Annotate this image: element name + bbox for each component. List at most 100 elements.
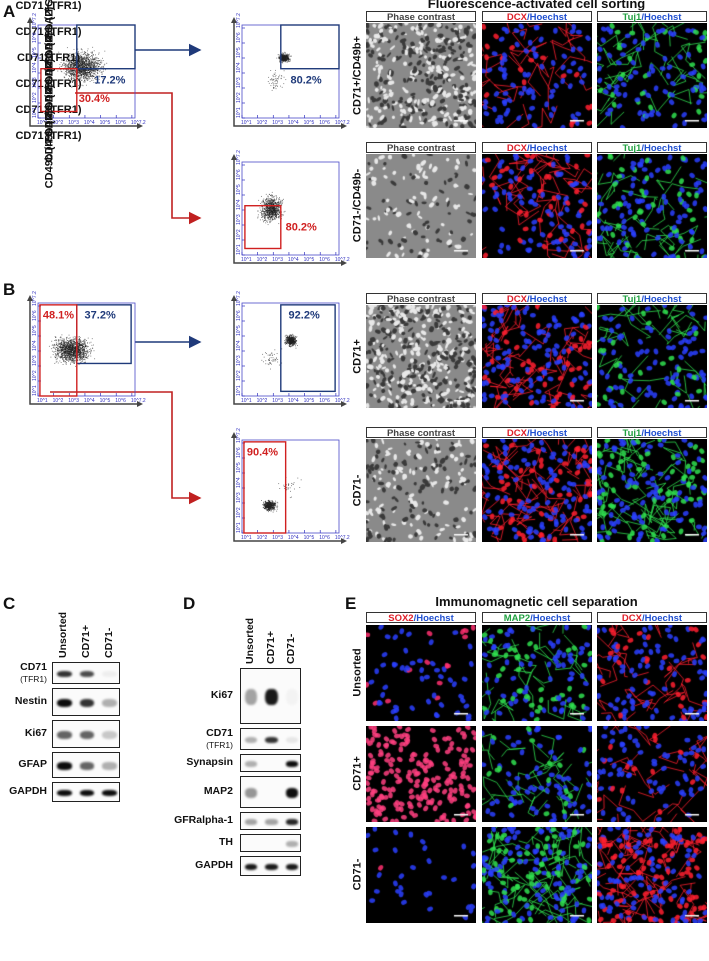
event-dot	[75, 349, 77, 351]
event-dot	[104, 50, 106, 52]
event-dot	[72, 74, 74, 76]
event-dot	[89, 72, 91, 74]
event-dot	[60, 362, 62, 363]
event-dot	[79, 81, 81, 83]
event-dot	[67, 353, 69, 355]
event-dot	[276, 207, 277, 208]
event-dot	[66, 352, 68, 354]
event-dot	[87, 64, 89, 66]
event-dot	[69, 349, 71, 351]
event-dot	[72, 65, 74, 67]
event-dot	[79, 341, 81, 343]
event-dot	[74, 65, 76, 67]
event-dot	[86, 57, 88, 59]
event-dot	[68, 358, 70, 360]
event-dot	[58, 51, 60, 53]
event-dot	[73, 70, 75, 72]
event-dot	[285, 337, 287, 339]
event-dot	[72, 75, 74, 77]
event-dot	[80, 73, 82, 75]
event-dot	[69, 66, 71, 68]
event-dot	[282, 54, 284, 56]
event-dot	[92, 63, 94, 65]
event-dot	[86, 74, 88, 76]
x-tick-label: 10^7.2	[335, 398, 350, 404]
event-dot	[290, 55, 292, 57]
event-dot	[80, 74, 82, 76]
event-dot	[70, 85, 72, 87]
event-dot	[266, 209, 268, 211]
event-dot	[96, 56, 98, 58]
event-dot	[89, 80, 91, 82]
event-dot	[272, 219, 273, 221]
y-axis-arrow	[231, 17, 237, 23]
event-dot	[74, 56, 76, 58]
event-dot	[278, 208, 280, 210]
event-dot	[79, 70, 81, 72]
event-dot	[87, 352, 89, 354]
event-dot	[268, 206, 270, 208]
event-dot	[289, 344, 291, 346]
facs-title: Fluorescence-activated cell sorting	[427, 0, 646, 11]
event-dot	[78, 353, 80, 355]
event-dot	[265, 214, 267, 216]
event-dot	[75, 74, 77, 76]
event-dot	[273, 203, 274, 205]
event-dot	[77, 357, 79, 359]
event-dot	[66, 350, 68, 351]
event-dot	[75, 57, 77, 59]
event-dot	[269, 208, 271, 210]
x-axis-arrow	[341, 401, 347, 407]
event-dot	[69, 62, 71, 64]
event-dot	[89, 58, 91, 60]
event-dot	[70, 69, 72, 71]
event-dot	[68, 78, 69, 80]
event-dot	[264, 215, 266, 217]
event-dot	[70, 348, 72, 350]
event-dot	[282, 201, 284, 203]
event-dot	[61, 354, 62, 355]
x-tick-label: 10^1	[241, 398, 252, 404]
event-dot	[78, 355, 80, 357]
event-dot	[78, 55, 80, 57]
event-dot	[75, 347, 76, 349]
event-dot	[77, 348, 79, 350]
event-dot	[68, 347, 70, 348]
event-dot	[70, 354, 72, 356]
event-dot	[72, 62, 74, 64]
event-dot	[82, 356, 84, 358]
event-dot	[288, 54, 290, 56]
event-dot	[83, 348, 85, 350]
event-dot	[98, 58, 100, 60]
event-dot	[80, 347, 82, 349]
x-tick-label: 10^3	[68, 120, 79, 126]
event-dot	[71, 355, 72, 357]
event-dot	[82, 346, 84, 348]
event-dot	[260, 195, 262, 197]
event-dot	[273, 202, 275, 204]
event-dot	[72, 336, 74, 338]
event-dot	[85, 58, 87, 60]
event-dot	[74, 359, 76, 361]
event-dot	[89, 75, 91, 77]
event-dot	[274, 199, 276, 201]
event-dot	[63, 69, 65, 71]
event-dot	[282, 57, 284, 59]
event-dot	[272, 84, 274, 86]
event-dot	[78, 347, 80, 348]
event-dot	[275, 207, 277, 209]
event-dot	[91, 64, 93, 66]
event-dot	[282, 58, 284, 60]
y-tick-label: 10^3	[32, 355, 38, 366]
event-dot	[270, 217, 271, 218]
event-dot	[68, 349, 70, 351]
event-dot	[284, 55, 285, 57]
event-dot	[71, 347, 73, 349]
event-dot	[101, 71, 103, 73]
event-dot	[268, 201, 270, 202]
event-dot	[79, 72, 81, 74]
event-dot	[72, 354, 73, 356]
event-dot	[89, 78, 91, 80]
event-dot	[276, 81, 278, 82]
event-dot	[81, 69, 83, 71]
